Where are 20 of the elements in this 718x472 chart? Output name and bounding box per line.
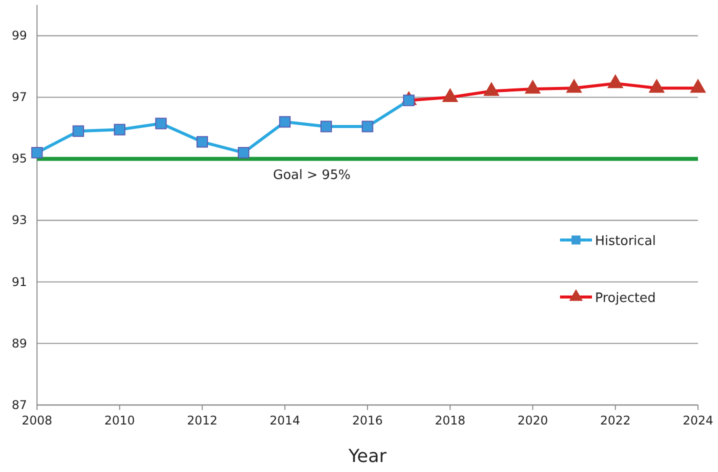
y-tick-label: 93 xyxy=(12,213,27,228)
x-tick-label: 2024 xyxy=(682,414,714,428)
x-tick-label: 2010 xyxy=(104,414,135,428)
y-tick-label: 87 xyxy=(12,398,27,412)
x-tick-label: 2020 xyxy=(517,414,548,428)
ref-line-label: Goal > 95% xyxy=(273,168,351,183)
y-tick-label: 91 xyxy=(12,274,27,289)
x-tick-label: 2016 xyxy=(352,414,383,428)
legend-label: Projected xyxy=(595,291,656,306)
x-tick-label: 2022 xyxy=(600,414,631,428)
x-tick-label: 2012 xyxy=(186,414,218,428)
y-tick-label: 95 xyxy=(12,152,27,166)
x-axis-title: Year xyxy=(347,446,388,467)
y-tick-label: 89 xyxy=(12,336,27,350)
x-tick-label: 2018 xyxy=(434,414,466,428)
legend-label: Historical xyxy=(595,234,656,249)
y-tick-label: 99 xyxy=(12,28,27,43)
y-tick-label: 97 xyxy=(12,90,27,104)
x-tick-label: 2014 xyxy=(270,414,300,428)
x-tick-label: 2008 xyxy=(22,414,52,428)
